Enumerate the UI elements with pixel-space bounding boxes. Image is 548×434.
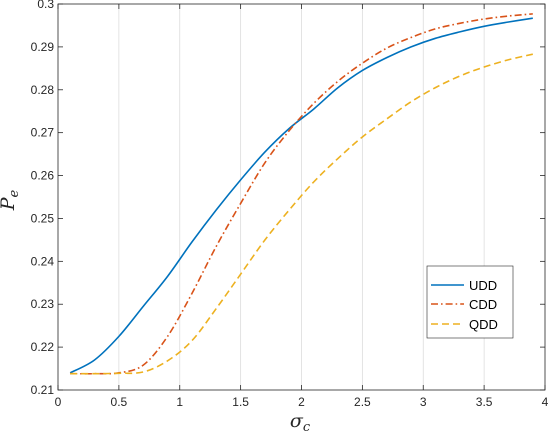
series-line-qdd [70, 53, 534, 375]
legend-box [426, 265, 514, 339]
series-lines [69, 13, 534, 375]
x-tick-label: 1 [176, 395, 183, 409]
axis-ticks: 0 0.5 1 1.5 2 2.5 3 3.5 4 0.21 0.22 0.23 0.24 0.25 0.2… [31, 0, 548, 409]
x-tick-label: 3.5 [476, 395, 493, 409]
x-tick-label: 0 [55, 395, 62, 409]
y-tick-label: 0.29 [31, 40, 55, 54]
x-tick-label: 0.5 [111, 395, 128, 409]
x-tick-label: 2 [298, 395, 305, 409]
y-tick-label: 0.27 [31, 126, 55, 140]
legend-label-cdd: CDD [469, 297, 497, 312]
x-tick-label: 4 [542, 395, 548, 409]
gridlines [118, 4, 485, 390]
legend-label-qdd: QDD [469, 317, 498, 332]
x-tick-label: 3 [420, 395, 427, 409]
y-tick-label: 0.23 [31, 297, 55, 311]
y-axis-label: Pe [0, 189, 22, 211]
x-axis-label: σc [290, 410, 311, 434]
y-tick-label: 0.25 [31, 211, 55, 225]
series-line-udd [69, 17, 533, 374]
x-tick-label: 2.5 [354, 395, 371, 409]
y-tick-label: 0.22 [31, 340, 55, 354]
series-line-cdd [70, 13, 533, 375]
y-tick-label: 0.28 [31, 83, 55, 97]
legend: UDD CDD QDD [426, 265, 514, 339]
y-tick-label: 0.21 [31, 383, 55, 397]
y-tick-label: 0.3 [37, 0, 54, 11]
legend-label-udd: UDD [469, 278, 497, 293]
y-tick-label: 0.26 [31, 169, 55, 183]
y-tick-label: 0.24 [31, 254, 55, 268]
x-tick-label: 1.5 [232, 395, 249, 409]
